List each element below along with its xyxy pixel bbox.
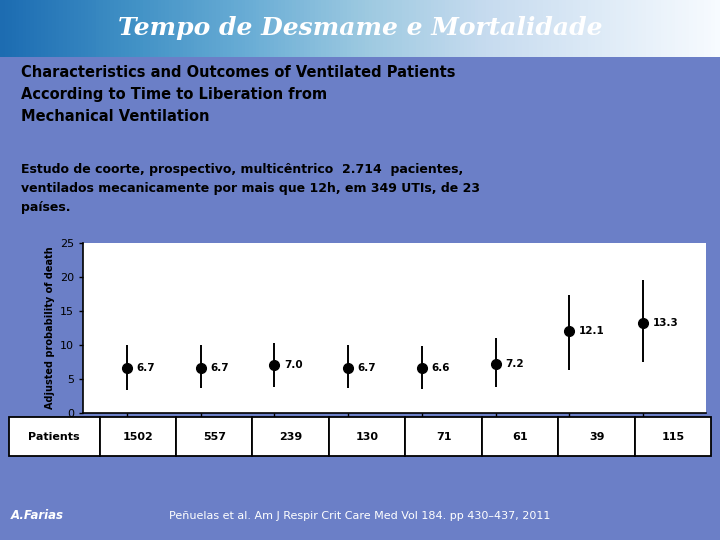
FancyBboxPatch shape [176, 417, 253, 456]
FancyBboxPatch shape [99, 417, 176, 456]
Text: 6.7: 6.7 [358, 362, 377, 373]
Text: 239: 239 [279, 432, 302, 442]
Text: 61: 61 [513, 432, 528, 442]
Text: 6.6: 6.6 [431, 363, 450, 373]
FancyBboxPatch shape [405, 417, 482, 456]
FancyBboxPatch shape [329, 417, 405, 456]
Y-axis label: Adjusted probability of death: Adjusted probability of death [45, 247, 55, 409]
Text: 6.7: 6.7 [210, 362, 229, 373]
Text: 39: 39 [589, 432, 604, 442]
Text: Tempo de Desmame e Mortalidade: Tempo de Desmame e Mortalidade [118, 16, 602, 40]
Text: Estudo de coorte, prospectivo, multicêntrico  2.714  pacientes,
ventilados mecan: Estudo de coorte, prospectivo, multicênt… [22, 163, 480, 214]
FancyBboxPatch shape [635, 417, 711, 456]
Text: 6.7: 6.7 [137, 362, 156, 373]
Text: 1502: 1502 [122, 432, 153, 442]
FancyBboxPatch shape [253, 417, 329, 456]
FancyBboxPatch shape [559, 417, 635, 456]
Text: 115: 115 [662, 432, 685, 442]
Text: 557: 557 [203, 432, 226, 442]
Text: Patients: Patients [28, 432, 80, 442]
Text: 7.2: 7.2 [505, 359, 523, 369]
FancyBboxPatch shape [482, 417, 559, 456]
Text: 130: 130 [356, 432, 379, 442]
Text: 12.1: 12.1 [579, 326, 605, 336]
Text: 7.0: 7.0 [284, 361, 302, 370]
Text: Peñuelas et al. Am J Respir Crit Care Med Vol 184. pp 430–437, 2011: Peñuelas et al. Am J Respir Crit Care Me… [169, 511, 551, 521]
Text: Characteristics and Outcomes of Ventilated Patients
According to Time to Liberat: Characteristics and Outcomes of Ventilat… [22, 65, 456, 124]
Text: 13.3: 13.3 [652, 318, 678, 328]
X-axis label: Days of weaning: Days of weaning [336, 440, 452, 453]
Text: 71: 71 [436, 432, 451, 442]
Text: A.Farias: A.Farias [11, 509, 64, 522]
FancyBboxPatch shape [9, 417, 99, 456]
